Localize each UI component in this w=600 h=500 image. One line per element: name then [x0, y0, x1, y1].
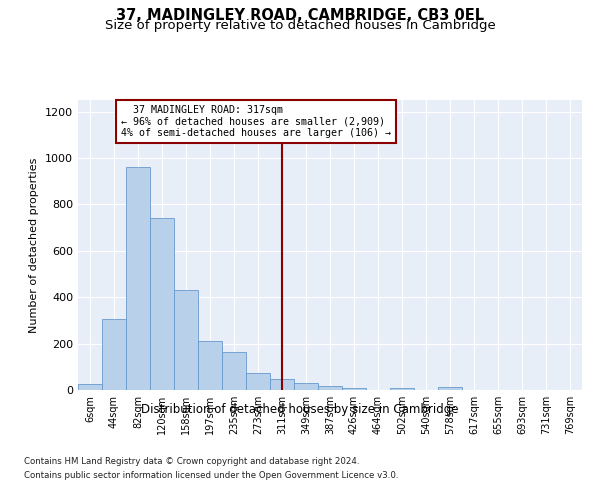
Text: Distribution of detached houses by size in Cambridge: Distribution of detached houses by size …	[141, 402, 459, 415]
Bar	[102, 319, 126, 390]
Bar	[150, 218, 174, 390]
Y-axis label: Number of detached properties: Number of detached properties	[29, 158, 40, 332]
Bar	[174, 290, 198, 390]
Bar	[78, 384, 102, 390]
Bar	[390, 388, 414, 390]
Bar	[294, 383, 318, 390]
Bar	[342, 388, 366, 390]
Text: Contains public sector information licensed under the Open Government Licence v3: Contains public sector information licen…	[24, 471, 398, 480]
Bar	[126, 168, 150, 390]
Text: Size of property relative to detached houses in Cambridge: Size of property relative to detached ho…	[104, 19, 496, 32]
Bar	[270, 379, 294, 390]
Text: Contains HM Land Registry data © Crown copyright and database right 2024.: Contains HM Land Registry data © Crown c…	[24, 458, 359, 466]
Bar	[222, 352, 246, 390]
Bar	[318, 386, 342, 390]
Text: 37, MADINGLEY ROAD, CAMBRIDGE, CB3 0EL: 37, MADINGLEY ROAD, CAMBRIDGE, CB3 0EL	[116, 8, 484, 22]
Bar	[246, 372, 270, 390]
Bar	[438, 387, 462, 390]
Text: 37 MADINGLEY ROAD: 317sqm  
← 96% of detached houses are smaller (2,909)
4% of s: 37 MADINGLEY ROAD: 317sqm ← 96% of detac…	[121, 104, 391, 138]
Bar	[198, 342, 222, 390]
